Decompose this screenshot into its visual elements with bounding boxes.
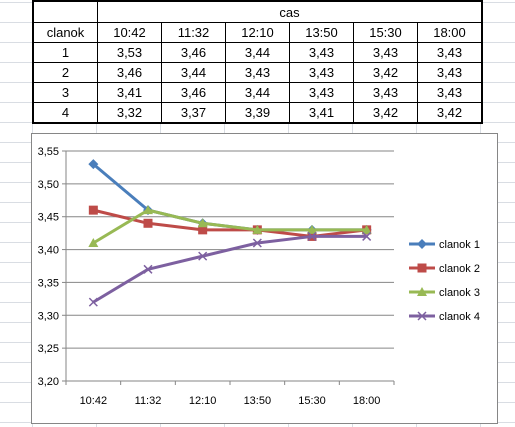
table-cell: 3,43 — [417, 42, 483, 63]
table-cell: 3,46 — [161, 82, 226, 103]
table-cell: 3,42 — [353, 102, 418, 124]
legend-entry: clanok 3 — [409, 287, 480, 299]
row-label: 3 — [32, 82, 98, 103]
series-3 — [88, 205, 372, 247]
table-cell: 3,46 — [161, 42, 226, 63]
legend-entry: clanok 2 — [409, 263, 480, 275]
data-point — [88, 297, 98, 307]
axes: 3,20 3,25 3,30 3,35 3,40 3,45 3,50 3,55 10:42 11:… — [38, 146, 395, 407]
row-label: 1 — [32, 42, 98, 63]
data-point — [143, 205, 153, 215]
table-cell: 3,42 — [417, 102, 483, 124]
data-point — [88, 205, 98, 215]
y-tick-label: 3,50 — [38, 179, 59, 191]
series-layer — [88, 159, 372, 307]
legend: clanok 1 clanok 2 clanok 3 clanok 4 — [409, 239, 480, 323]
table-cell: 3,39 — [225, 102, 290, 124]
table-cell: 3,32 — [97, 102, 162, 124]
table-cell: 3,43 — [353, 42, 418, 63]
data-point — [143, 218, 153, 228]
table-cell: 3,46 — [97, 62, 162, 83]
table-cell: 3,42 — [353, 62, 418, 83]
row-label: 4 — [32, 102, 98, 124]
table-cell: 3,43 — [289, 62, 354, 83]
data-point — [143, 264, 153, 274]
data-point — [307, 224, 317, 234]
y-tick-label: 3,20 — [38, 376, 59, 388]
time-header: 13:50 — [289, 22, 354, 43]
time-header: 15:30 — [353, 22, 418, 43]
legend-label: clanok 3 — [439, 287, 480, 299]
data-point — [362, 231, 372, 241]
line-chart: 3,20 3,25 3,30 3,35 3,40 3,45 3,50 3,55 10:42 11:… — [31, 133, 498, 424]
series-4 — [88, 231, 372, 307]
legend-label: clanok 4 — [439, 311, 480, 323]
y-tick-label: 3,30 — [38, 310, 59, 322]
table-row: 1 3,53 3,46 3,44 3,43 3,43 3,43 — [32, 42, 483, 63]
series-line — [92, 234, 367, 304]
table-row: 2 3,46 3,44 3,43 3,43 3,42 3,43 — [32, 62, 483, 83]
time-header: 12:10 — [225, 22, 290, 43]
data-point — [361, 224, 372, 234]
legend-label: clanok 1 — [439, 239, 480, 251]
data-point — [197, 218, 208, 228]
table-time-row: clanok 10:42 11:32 12:10 13:50 15:30 18:… — [32, 22, 483, 43]
x-tick-label: 10:42 — [80, 395, 108, 407]
table-group-header: cas — [97, 0, 483, 23]
data-point — [198, 251, 208, 261]
table-cell: 3,41 — [97, 82, 162, 103]
y-tick-label: 3,35 — [38, 277, 59, 289]
table-header-row: cas — [32, 0, 483, 23]
x-tick-label: 11:32 — [135, 395, 162, 407]
table-row: 4 3,32 3,37 3,39 3,41 3,42 3,42 — [32, 102, 483, 124]
table-cell: 3,44 — [225, 82, 290, 103]
time-header: 10:42 — [97, 22, 162, 43]
table-corner-cell — [32, 0, 98, 23]
table-cell: 3,44 — [161, 62, 226, 83]
legend-entry: clanok 1 — [409, 239, 480, 251]
legend-entry: clanok 4 — [409, 311, 480, 323]
legend-marker — [417, 263, 427, 273]
legend-label: clanok 2 — [439, 263, 480, 275]
table-cell: 3,43 — [353, 82, 418, 103]
data-point — [252, 224, 263, 234]
table-cell: 3,53 — [97, 42, 162, 63]
table-cell: 3,44 — [225, 42, 290, 63]
table-cell: 3,43 — [225, 62, 290, 83]
data-point — [252, 238, 262, 248]
y-tick-label: 3,40 — [38, 245, 59, 257]
x-tick-label: 13:50 — [244, 395, 272, 407]
row-label: 2 — [32, 62, 98, 83]
legend-marker — [417, 287, 427, 296]
time-header: 18:00 — [417, 22, 483, 43]
data-point — [198, 225, 208, 235]
x-tick-label: 18:00 — [353, 395, 381, 407]
data-table: cas clanok 10:42 11:32 12:10 13:50 15:30… — [32, 0, 483, 124]
table-row-header: clanok — [32, 22, 98, 43]
y-tick-label: 3,25 — [38, 343, 59, 355]
series-line — [92, 208, 367, 245]
table-cell: 3,43 — [289, 42, 354, 63]
legend-marker — [417, 239, 427, 249]
chart-frame — [31, 133, 498, 424]
x-tick-label: 15:30 — [298, 395, 326, 407]
data-point — [307, 231, 317, 241]
table-cell: 3,43 — [417, 62, 483, 83]
table-cell: 3,41 — [289, 102, 354, 124]
y-tick-label: 3,45 — [38, 212, 59, 224]
table-cell: 3,37 — [161, 102, 226, 124]
x-tick-label: 12:10 — [189, 395, 217, 407]
table-cell: 3,43 — [289, 82, 354, 103]
legend-marker — [417, 311, 427, 321]
data-point — [88, 159, 99, 170]
y-tick-label: 3,55 — [38, 146, 59, 158]
time-header: 11:32 — [161, 22, 226, 43]
table-row: 3 3,41 3,46 3,44 3,43 3,43 3,43 — [32, 82, 483, 103]
table-cell: 3,43 — [417, 82, 483, 103]
data-point — [88, 238, 99, 247]
